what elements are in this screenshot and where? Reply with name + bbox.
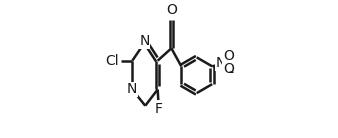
Text: O: O [223, 49, 234, 63]
Text: +: + [220, 53, 228, 63]
Text: Cl: Cl [105, 54, 119, 68]
Text: F: F [154, 102, 162, 116]
Text: N: N [139, 34, 150, 48]
Text: O: O [166, 3, 177, 17]
Text: O: O [223, 62, 234, 76]
Text: -: - [229, 66, 234, 79]
Text: N: N [216, 56, 226, 70]
Text: N: N [126, 82, 137, 96]
